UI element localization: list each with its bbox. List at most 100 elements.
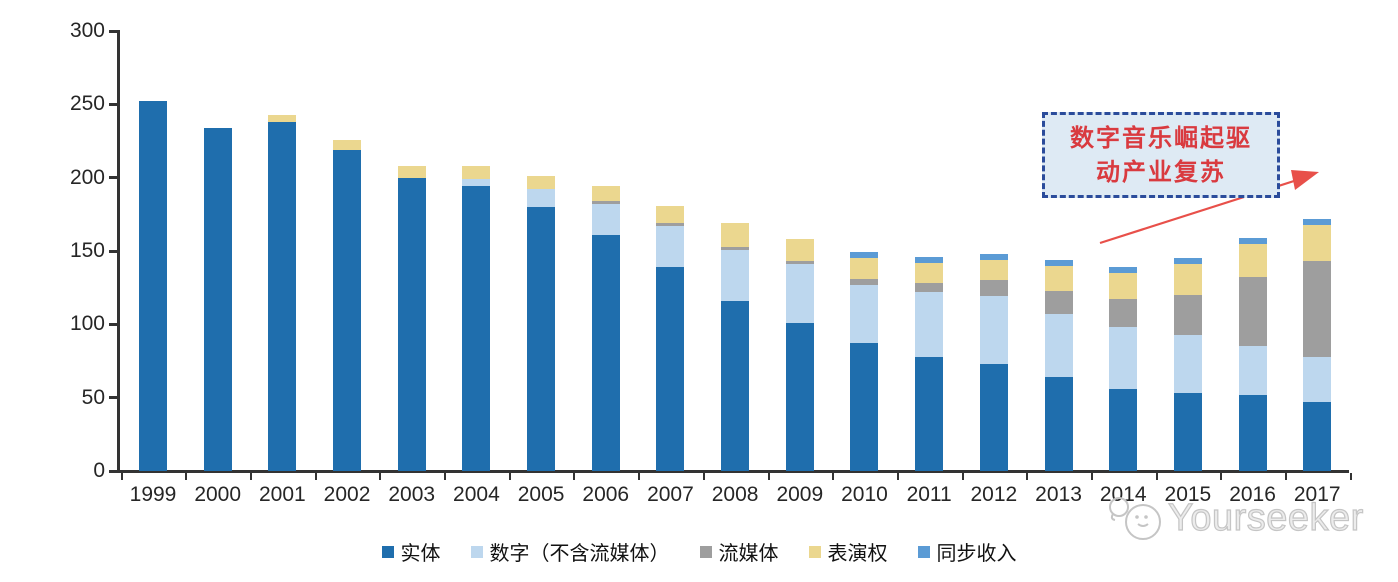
x-axis-tick — [1026, 473, 1029, 480]
bar-segment-performance — [1238, 243, 1267, 278]
legend-item-digital: 数字（不含流媒体） — [470, 537, 670, 566]
bar-segment-streaming — [656, 223, 685, 227]
x-axis-label: 2006 — [582, 483, 630, 506]
bar-segment-performance — [979, 259, 1008, 281]
bar-segment-streaming — [850, 278, 879, 285]
x-axis-label: 2004 — [453, 483, 500, 506]
annotation-line-2: 动产业复苏 — [1096, 158, 1226, 186]
bar-group-2012 — [979, 31, 1008, 471]
y-axis-tick — [109, 249, 117, 253]
bar-segment-streaming — [1238, 277, 1267, 347]
legend-item-sync: 同步收入 — [917, 537, 1017, 566]
bar-segment-performance — [1173, 264, 1202, 295]
x-axis-label: 2005 — [517, 483, 565, 506]
bar-segment-streaming — [1109, 299, 1138, 328]
bar-segment-digital — [1303, 356, 1332, 403]
y-axis-tick — [109, 29, 117, 33]
bar-segment-physical — [397, 177, 426, 471]
x-axis-line — [117, 470, 1349, 473]
bar-segment-performance — [850, 258, 879, 279]
y-axis-line — [117, 30, 120, 473]
bar-segment-streaming — [721, 246, 750, 250]
y-axis-label: 150 — [69, 239, 105, 262]
bar-segment-streaming — [591, 201, 620, 205]
legend-marker-streaming — [699, 545, 712, 558]
x-axis-label: 2016 — [1229, 483, 1276, 506]
y-axis-label: 0 — [93, 459, 105, 482]
bar-segment-digital — [1044, 314, 1073, 378]
bar-segment-digital — [462, 179, 491, 187]
bar-segment-physical — [462, 186, 491, 471]
bar-segment-digital — [527, 189, 556, 207]
bar-segment-performance — [785, 239, 814, 262]
bar-segment-performance — [333, 139, 362, 150]
bar-segment-physical — [203, 127, 232, 471]
x-axis-tick — [896, 473, 899, 480]
bar-segment-physical — [527, 207, 556, 471]
bar-group-2004 — [462, 31, 491, 471]
bar-segment-physical — [333, 149, 362, 471]
x-axis-label: 2011 — [906, 483, 952, 506]
y-axis-tick — [109, 322, 117, 326]
y-axis-tick — [109, 176, 117, 180]
x-axis-tick — [1349, 473, 1352, 480]
bar-segment-physical — [656, 267, 685, 471]
bar-group-2005 — [527, 31, 556, 471]
x-axis-label: 2001 — [259, 483, 306, 506]
bar-segment-performance — [656, 205, 685, 224]
bar-segment-physical — [591, 234, 620, 471]
x-axis-tick — [314, 473, 317, 480]
x-axis-label: 2007 — [647, 483, 694, 506]
x-axis-label: 2013 — [1035, 483, 1082, 506]
x-axis-tick — [1090, 473, 1093, 480]
x-axis-label: 1999 — [129, 483, 177, 506]
bar-segment-digital — [1238, 346, 1267, 395]
y-axis-label: 250 — [69, 92, 105, 116]
legend-label-performance: 表演权 — [827, 541, 888, 565]
bar-segment-streaming — [785, 261, 814, 265]
bar-segment-performance — [1044, 265, 1073, 291]
x-axis-label: 2014 — [1099, 483, 1147, 506]
bar-group-2015 — [1173, 31, 1202, 471]
x-axis-tick — [120, 473, 123, 480]
bar-segment-performance — [1109, 273, 1138, 300]
bar-segment-sync — [1173, 258, 1202, 265]
bar-segment-sync — [1044, 259, 1073, 266]
x-axis-tick — [444, 473, 447, 480]
bar-segment-digital — [785, 264, 814, 323]
bar-segment-performance — [1303, 224, 1332, 262]
bar-segment-digital — [656, 226, 685, 268]
y-axis-label: 200 — [69, 165, 105, 189]
bar-segment-digital — [591, 204, 620, 235]
bar-segment-performance — [462, 165, 491, 180]
bar-segment-physical — [785, 322, 814, 471]
legend-label-physical: 实体 — [400, 541, 441, 565]
bar-segment-performance — [721, 223, 750, 247]
bar-segment-digital — [979, 296, 1008, 364]
legend-label-digital: 数字（不含流媒体） — [489, 541, 670, 565]
legend-marker-physical — [381, 545, 394, 558]
bar-group-1999 — [139, 31, 167, 471]
bar-segment-sync — [979, 253, 1008, 260]
bar-segment-digital — [850, 284, 879, 344]
bar-segment-physical — [979, 363, 1008, 471]
x-axis-tick — [379, 473, 382, 480]
bar-segment-physical — [1173, 393, 1202, 471]
bar-segment-performance — [397, 165, 426, 178]
legend-item-streaming: 流媒体 — [699, 537, 779, 566]
bar-segment-digital — [915, 292, 944, 357]
y-axis-label: 300 — [69, 19, 105, 42]
bar-segment-sync — [1109, 267, 1138, 273]
bar-segment-physical — [1044, 377, 1073, 471]
bar-segment-physical — [915, 356, 944, 471]
bar-segment-streaming — [1044, 290, 1073, 315]
bar-group-2001 — [268, 31, 297, 471]
x-axis-tick — [702, 473, 705, 480]
bar-segment-physical — [268, 121, 297, 471]
bar-segment-physical — [1303, 402, 1332, 471]
bar-group-2008 — [721, 31, 750, 471]
bar-segment-physical — [850, 343, 879, 471]
legend-label-sync: 同步收入 — [936, 541, 1017, 565]
x-axis-tick — [1155, 473, 1158, 480]
bar-group-2010 — [850, 31, 879, 471]
